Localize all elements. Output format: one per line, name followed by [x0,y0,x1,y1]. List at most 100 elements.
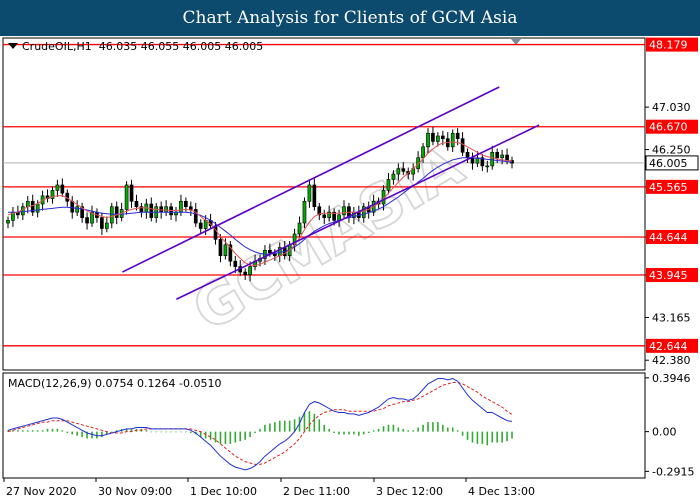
price-level-label: 44.644 [649,231,688,244]
macd-histogram-bar [204,431,207,439]
macd-histogram-bar [91,431,93,439]
macd-histogram-bar [155,431,158,433]
macd-panel-frame [2,372,646,479]
candle-body [327,211,332,218]
time-tick-label: 27 Nov 2020 [6,485,76,498]
macd-histogram-bar [422,424,424,432]
macd-histogram-bar [323,424,326,432]
macd-histogram-bar [367,431,370,433]
price-tick-label: 42.380 [652,354,691,367]
ma-fast-line [7,141,513,267]
macd-histogram-bar [318,419,321,432]
dropdown-triangle-icon[interactable] [8,43,18,49]
macd-histogram-bar [481,431,484,444]
macd-histogram-bar [491,431,494,443]
candle-body [426,132,430,148]
macd-histogram-bar [209,431,212,440]
macd-tick-label: 0.00 [652,426,677,439]
candle-body [465,151,470,159]
time-tick-label: 4 Dec 13:00 [468,485,535,498]
macd-info: MACD(12,26,9) 0.0754 0.1264 -0.0510 [8,377,222,390]
macd-histogram-bar [506,431,508,442]
macd-histogram-bar [31,430,34,432]
price-level-tag [646,268,698,283]
candle-body [188,206,193,210]
candle-body [332,211,336,221]
candle-body [431,132,435,142]
macd-histogram-bar [224,431,227,444]
candle-body [480,157,485,167]
macd-histogram-bar [130,428,133,432]
candle-body [485,165,490,168]
candle-body [100,217,104,229]
macd-histogram-bar [382,426,385,432]
macd-histogram-bar [22,430,24,432]
time-tick-label: 1 Dec 10:00 [190,485,257,498]
candle-body [470,157,475,164]
candle-body [35,203,40,213]
candle-body [490,151,495,167]
macd-histogram-bar [407,430,410,432]
candle-body [198,222,203,229]
macd-histogram-bar [239,431,242,442]
candle-body [30,200,35,213]
macd-histogram-bar [81,431,83,438]
macd-histogram-bar [432,422,434,432]
macd-histogram-bar [175,431,177,433]
channel-upper-line[interactable] [122,86,500,273]
candle-body [184,200,188,208]
macd-tick-label: 0.3946 [652,372,691,385]
macd-histogram-bar [101,431,103,438]
header-bar: Chart Analysis for Clients of GCM Asia [0,0,700,36]
candle-body [6,220,10,224]
macd-histogram-bar [259,428,261,432]
macd-histogram-bar [496,431,498,443]
time-tick-label: 30 Nov 09:00 [98,485,172,498]
current-price-label: 46.005 [649,157,688,170]
macd-histogram-bar [145,430,148,432]
candle-body [55,184,60,191]
candle-body [228,244,233,262]
channel-lower-line[interactable] [175,124,540,300]
macd-histogram-bar [471,431,474,443]
candle-body [25,200,30,208]
candle-body [193,209,198,224]
candle-body [312,184,317,208]
macd-histogram-bar [106,431,108,435]
macd-histogram-bar [7,430,9,432]
price-level-tag [646,179,698,194]
macd-histogram-bar [303,412,306,432]
candle-body [80,206,84,218]
macd-histogram-bar [397,427,400,432]
candle-body [164,206,168,213]
macd-histogram-bar [249,431,251,438]
price-level-tag [646,119,698,134]
candle-body [50,190,55,199]
macd-histogram-bar [372,430,375,432]
macd-histogram-bar [36,430,39,432]
macd-histogram-bar [160,431,162,433]
macd-histogram-bar [293,419,296,432]
candle-body [233,260,238,267]
macd-histogram-bar [254,431,256,433]
macd-histogram-bar [501,431,503,443]
candle-body [243,271,248,276]
macd-histogram-bar [12,430,14,432]
candle-body [307,184,312,202]
macd-histogram-bar [41,430,44,432]
candle-body [505,154,509,161]
low-value: 46.005 [182,40,222,53]
price-level-label: 42.644 [649,340,688,353]
candle-body [342,206,346,216]
macd-histogram-bar [476,431,479,444]
macd-histogram-bar [442,424,444,432]
candle-body [302,200,307,224]
macd-histogram-bar [150,431,153,433]
open-value: 46.035 [98,40,138,53]
candle-body [104,222,109,229]
macd-histogram-bar [219,431,222,444]
candle-body [401,168,406,172]
macd-histogram-bar [26,430,29,432]
time-tick-label: 2 Dec 11:00 [283,485,350,498]
